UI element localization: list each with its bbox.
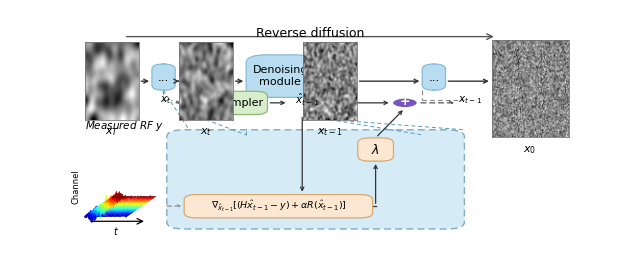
FancyBboxPatch shape: [184, 91, 268, 115]
FancyArrowPatch shape: [360, 79, 418, 83]
Text: $x_0$: $x_0$: [524, 144, 536, 156]
FancyArrowPatch shape: [374, 165, 378, 203]
FancyArrowPatch shape: [141, 79, 148, 83]
Text: $x_t$: $x_t$: [200, 126, 212, 138]
Text: Reverse diffusion: Reverse diffusion: [256, 27, 364, 40]
FancyArrowPatch shape: [320, 101, 387, 104]
Text: $x_{t-1}$: $x_{t-1}$: [458, 94, 482, 106]
FancyArrowPatch shape: [449, 79, 487, 83]
FancyArrowPatch shape: [167, 205, 180, 208]
Text: $\lambda$: $\lambda$: [371, 143, 380, 156]
Text: $\hat{x}_{t-1}$: $\hat{x}_{t-1}$: [295, 92, 319, 108]
Text: Measured RF $y$: Measured RF $y$: [85, 119, 164, 133]
Text: $\nabla_{\hat{x}_{t-1}}[(H\hat{x}_{t-1}-y)+\alpha R(\hat{x}_{t-1})]$: $\nabla_{\hat{x}_{t-1}}[(H\hat{x}_{t-1}-…: [211, 199, 346, 214]
Text: +: +: [399, 95, 410, 108]
FancyArrowPatch shape: [176, 101, 180, 104]
FancyArrowPatch shape: [236, 79, 242, 83]
FancyArrowPatch shape: [173, 79, 178, 83]
Text: $x_{t-1}$: $x_{t-1}$: [317, 126, 343, 138]
FancyArrowPatch shape: [421, 101, 452, 104]
Text: $x_T$: $x_T$: [105, 126, 119, 138]
FancyArrowPatch shape: [270, 101, 284, 104]
FancyBboxPatch shape: [152, 64, 175, 90]
Text: EDM Sampler: EDM Sampler: [188, 98, 264, 108]
Text: $x_t$: $x_t$: [160, 94, 172, 106]
FancyBboxPatch shape: [184, 195, 372, 218]
Circle shape: [392, 98, 418, 108]
FancyBboxPatch shape: [246, 55, 315, 97]
Text: ...: ...: [158, 71, 169, 84]
FancyArrowPatch shape: [378, 111, 402, 136]
Text: Denoising
module: Denoising module: [253, 65, 308, 87]
FancyBboxPatch shape: [422, 64, 445, 90]
Text: ...: ...: [428, 71, 440, 84]
FancyArrowPatch shape: [301, 117, 304, 190]
FancyBboxPatch shape: [167, 130, 465, 229]
FancyArrowPatch shape: [308, 79, 312, 83]
FancyBboxPatch shape: [358, 138, 394, 161]
